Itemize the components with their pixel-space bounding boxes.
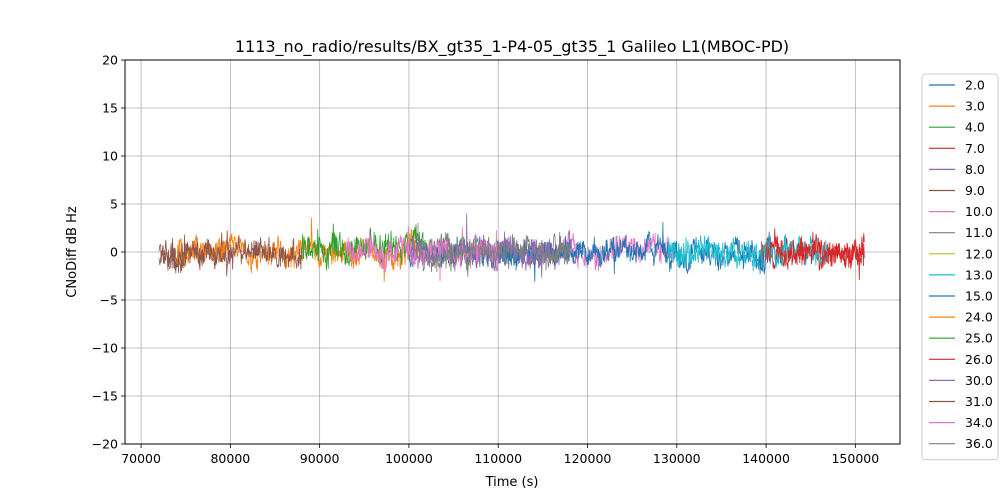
legend-label: 36.0 bbox=[965, 436, 993, 451]
x-tick-label: 90000 bbox=[300, 451, 340, 466]
x-axis-label: Time (s) bbox=[485, 475, 539, 490]
y-tick-label: 0 bbox=[110, 245, 118, 260]
x-tick-label: 80000 bbox=[210, 451, 250, 466]
chart-title: 1113_no_radio/results/BX_gt35_1-P4-05_gt… bbox=[235, 37, 789, 57]
y-tick-label: −20 bbox=[92, 437, 118, 452]
x-tick-label: 70000 bbox=[121, 451, 161, 466]
series-layer bbox=[158, 213, 865, 282]
y-tick-label: 10 bbox=[102, 149, 118, 164]
x-tick-label: 140000 bbox=[742, 451, 790, 466]
legend-label: 30.0 bbox=[965, 373, 993, 388]
y-ticks: −20 −15 −10 −5 0 5 10 15 20 bbox=[92, 53, 125, 452]
series-line-36.0 bbox=[417, 222, 570, 277]
y-tick-label: 15 bbox=[102, 101, 118, 116]
y-axis-label: CNoDiff dB Hz bbox=[65, 206, 80, 298]
legend-label: 11.0 bbox=[965, 225, 993, 240]
legend: 2.0 3.0 4.0 7.0 8.0 9.0 10.0 11.0 12.0 13.0 15.0 24… bbox=[921, 73, 999, 461]
legend-label: 12.0 bbox=[965, 246, 993, 261]
x-tick-label: 150000 bbox=[831, 451, 879, 466]
y-tick-label: 20 bbox=[102, 53, 118, 68]
series-line-26.0 bbox=[765, 228, 865, 281]
legend-label: 13.0 bbox=[965, 267, 993, 282]
y-tick-label: −10 bbox=[92, 341, 118, 356]
legend-label: 10.0 bbox=[965, 204, 993, 219]
series-line-31.0 bbox=[158, 230, 303, 274]
legend-label: 2.0 bbox=[965, 78, 985, 93]
legend-label: 3.0 bbox=[965, 99, 985, 114]
x-tick-label: 120000 bbox=[564, 451, 612, 466]
legend-label: 34.0 bbox=[965, 415, 993, 430]
legend-label: 9.0 bbox=[965, 183, 985, 198]
legend-label: 7.0 bbox=[965, 141, 985, 156]
legend-box bbox=[921, 73, 999, 461]
x-tick-label: 130000 bbox=[653, 451, 701, 466]
x-ticks: 70000 80000 90000 100000 110000 120000 130000 1… bbox=[121, 444, 879, 466]
legend-label: 24.0 bbox=[965, 310, 993, 325]
y-tick-label: −15 bbox=[92, 389, 118, 404]
x-tick-label: 100000 bbox=[385, 451, 433, 466]
x-tick-label: 110000 bbox=[474, 451, 522, 466]
legend-label: 15.0 bbox=[965, 289, 993, 304]
y-tick-label: 5 bbox=[110, 197, 118, 212]
y-tick-label: −5 bbox=[100, 293, 118, 308]
legend-label: 31.0 bbox=[965, 394, 993, 409]
legend-label: 25.0 bbox=[965, 331, 993, 346]
legend-label: 4.0 bbox=[965, 120, 985, 135]
legend-label: 26.0 bbox=[965, 352, 993, 367]
legend-label: 8.0 bbox=[965, 162, 985, 177]
